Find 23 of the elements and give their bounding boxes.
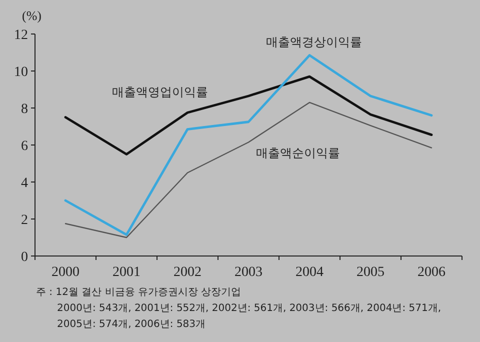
y-tick-label: 4 xyxy=(21,176,28,191)
y-tick-label: 6 xyxy=(21,139,28,154)
x-tick-label: 2006 xyxy=(418,265,446,280)
line-series xyxy=(64,102,432,238)
y-tick-label: 10 xyxy=(14,65,28,80)
x-tick-label: 2004 xyxy=(296,265,324,280)
y-tick-label: 12 xyxy=(14,28,28,43)
series-label: 매출액경상이익률 xyxy=(266,35,362,49)
series-label: 매출액영업이익률 xyxy=(112,85,208,99)
x-tick-label: 2005 xyxy=(356,265,384,280)
text: 주 : 12월 결산 비금융 유가증권시장 상장기업 xyxy=(36,287,242,298)
y-tick-label: 8 xyxy=(21,102,28,117)
text: 2000년: 543개, 2001년: 552개, 2002년: 561개, 2003년: 566개, 2004년: 571개, xyxy=(57,303,442,314)
line-series xyxy=(64,54,433,236)
x-tick-label: 2001 xyxy=(112,265,140,280)
x-tick-label: 2003 xyxy=(234,265,262,280)
x-tick-label: 2002 xyxy=(174,265,202,280)
y-axis-title: (%) xyxy=(22,8,42,23)
x-tick-label: 2000 xyxy=(52,265,80,280)
series-label: 매출액순이익률 xyxy=(256,146,340,160)
y-tick-label: 0 xyxy=(21,250,28,265)
text: 2005년: 574개, 2006년: 583개 xyxy=(57,319,206,330)
y-tick-label: 2 xyxy=(21,213,28,228)
